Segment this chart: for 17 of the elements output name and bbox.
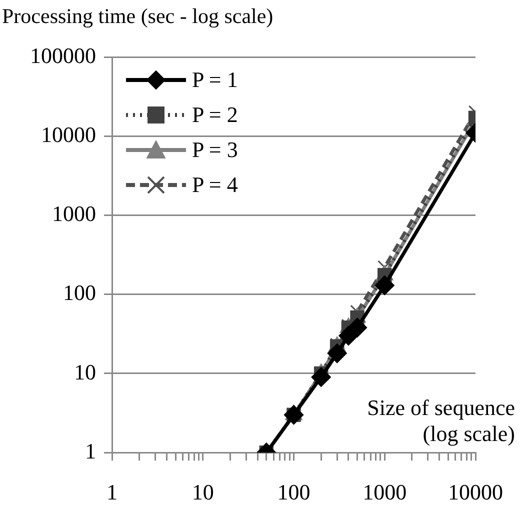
y-tick-label: 1000 [52,201,96,226]
x-tick-label: 100 [277,480,310,505]
legend-label: P = 3 [192,136,238,162]
legend-label: P = 4 [192,172,238,198]
x-tick-label: 1000 [362,480,407,505]
y-tick-label: 10 [74,359,96,384]
x-tick-label: 1 [106,480,118,505]
x-tick-label: 10000 [448,480,503,505]
y-tick-label: 10000 [41,122,96,147]
y-tick-label: 1 [85,438,96,464]
y-axis-title: Processing time (sec - log scale) [2,4,274,29]
x-tick-label: 10 [192,480,214,505]
x-axis-title: Size of sequence (log scale) [345,395,515,447]
legend-label: P = 2 [192,102,238,128]
y-tick-label: 100 [63,280,96,306]
y-tick-label: 100000 [30,42,96,68]
legend-label: P = 1 [192,66,238,92]
